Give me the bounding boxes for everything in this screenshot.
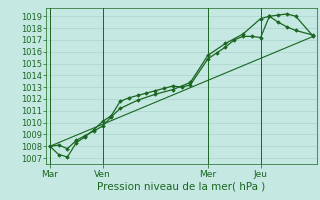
X-axis label: Pression niveau de la mer( hPa ): Pression niveau de la mer( hPa )	[98, 181, 266, 191]
